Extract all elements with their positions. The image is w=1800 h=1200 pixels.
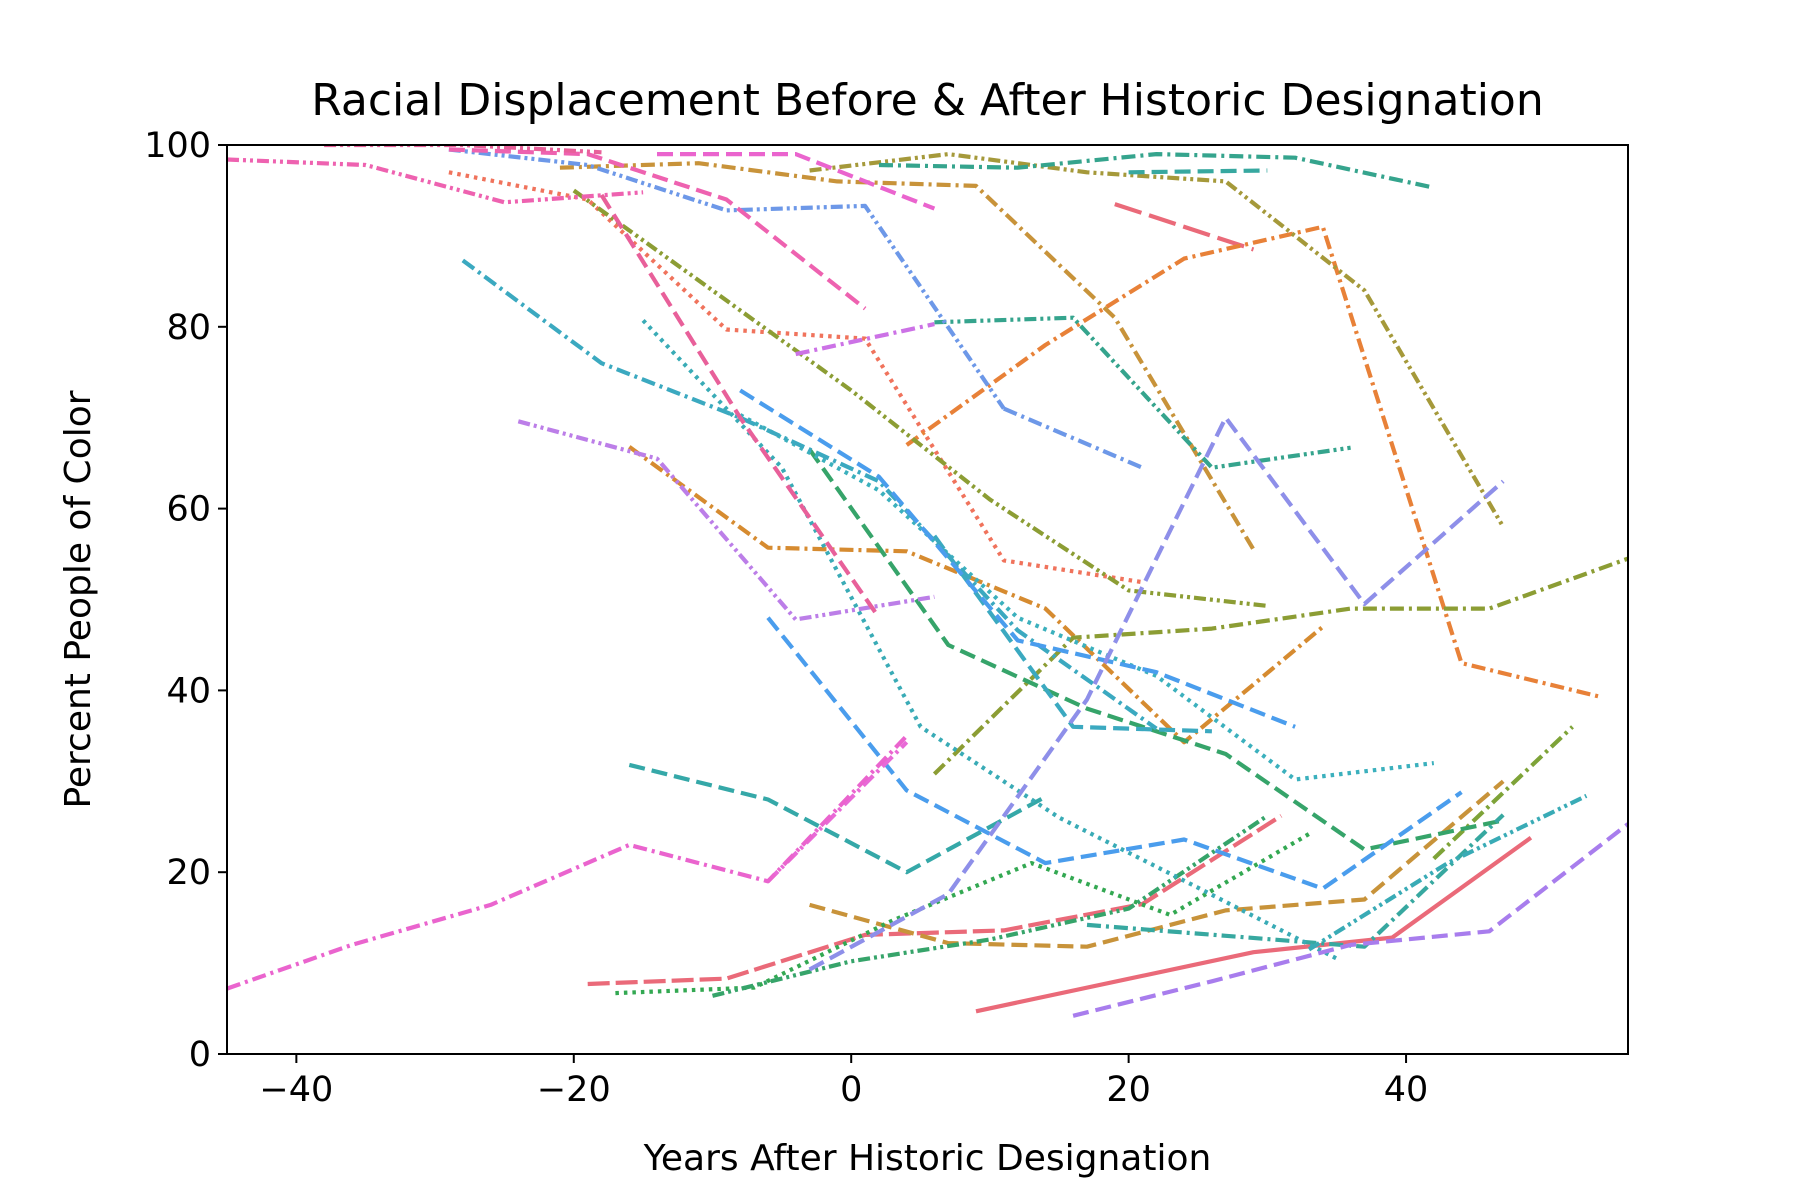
series-line-14 bbox=[807, 448, 1504, 852]
series-line-29 bbox=[1002, 406, 1144, 470]
y-tick-label: 60 bbox=[166, 490, 211, 530]
series-line-39 bbox=[599, 193, 881, 619]
series-line-37 bbox=[448, 147, 867, 311]
x-tick-label: 40 bbox=[1384, 1070, 1429, 1110]
y-axis-label: Percent People of Color bbox=[58, 390, 99, 808]
chart-title: Racial Displacement Before & After Histo… bbox=[311, 75, 1543, 126]
series-line-19 bbox=[1128, 168, 1268, 175]
series-line-8 bbox=[559, 161, 1256, 551]
series-line-30 bbox=[808, 415, 1505, 972]
series-line-4 bbox=[448, 170, 1143, 585]
plot-frame bbox=[226, 144, 1629, 1055]
series-line-9 bbox=[809, 152, 1506, 528]
y-tick-label: 100 bbox=[144, 126, 211, 166]
series-line-32 bbox=[517, 419, 935, 622]
x-tick-label: −40 bbox=[259, 1070, 333, 1110]
series-line-21 bbox=[641, 318, 1338, 961]
series-line-13 bbox=[615, 832, 1311, 996]
series-line-10 bbox=[932, 556, 1628, 776]
series-line-7 bbox=[809, 779, 1505, 949]
x-tick-label: −20 bbox=[537, 1070, 611, 1110]
y-tick-label: 0 bbox=[189, 1035, 211, 1075]
series-line-2 bbox=[587, 814, 1283, 987]
series-line-31 bbox=[1072, 822, 1628, 1018]
y-tick-label: 80 bbox=[166, 308, 211, 348]
x-axis-label: Years After Historic Designation bbox=[643, 1138, 1212, 1179]
series-line-17 bbox=[934, 315, 1351, 470]
series-group bbox=[227, 145, 1628, 1018]
series-line-33 bbox=[795, 322, 935, 357]
series-line-38 bbox=[227, 157, 644, 205]
x-tick-label: 20 bbox=[1106, 1070, 1151, 1110]
y-axis: 0 20 40 60 80 100 bbox=[144, 126, 227, 1075]
x-tick-label: 0 bbox=[840, 1070, 862, 1110]
y-tick-label: 20 bbox=[166, 853, 211, 893]
y-tick-label: 40 bbox=[166, 671, 211, 711]
series-line-22 bbox=[1307, 793, 1588, 952]
series-line-18 bbox=[1086, 813, 1505, 949]
series-line-5 bbox=[905, 224, 1601, 699]
series-line-36 bbox=[657, 152, 936, 211]
series-line-35 bbox=[227, 734, 909, 991]
x-axis: −40 −20 0 20 40 bbox=[259, 1054, 1428, 1110]
series-line-27 bbox=[739, 388, 1296, 729]
series-line-12 bbox=[1432, 725, 1574, 861]
series-line-28 bbox=[448, 147, 1006, 410]
series-line-11 bbox=[572, 188, 1268, 608]
series-line-16 bbox=[878, 152, 1435, 190]
series-line-3 bbox=[1114, 202, 1255, 252]
series-line-20 bbox=[628, 762, 1047, 875]
